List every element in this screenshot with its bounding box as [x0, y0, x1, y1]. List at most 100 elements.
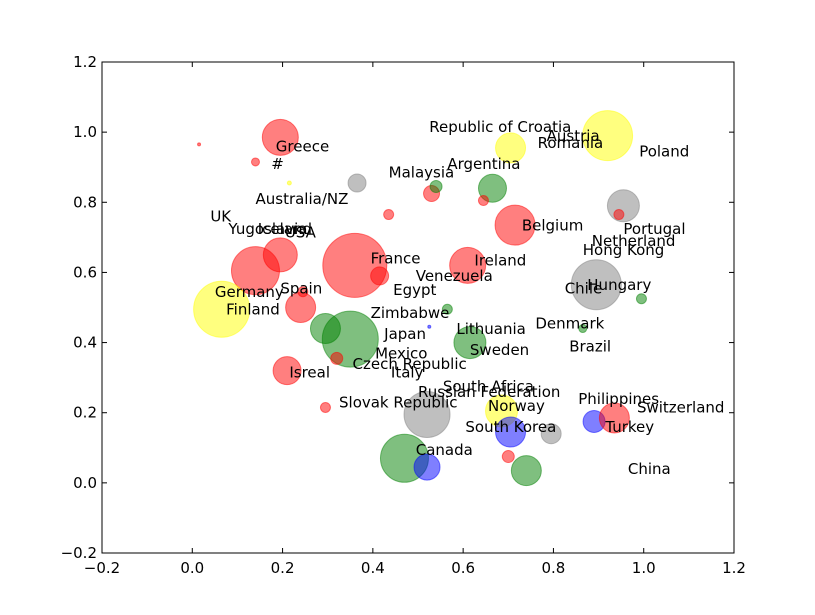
scatter-point — [453, 326, 487, 360]
point-label: Australia/NZ — [255, 190, 348, 208]
point-label: Isreal — [289, 364, 330, 382]
point-label: Czech Republic — [353, 355, 467, 373]
point-label: South Korea — [465, 418, 556, 436]
point-label: Poland — [639, 143, 689, 161]
point-label: Yugoslavia — [227, 220, 307, 238]
scatter-point — [494, 204, 536, 246]
point-label: Malaysia — [389, 164, 455, 182]
x-tick-label: 0.0 — [180, 559, 204, 577]
x-tick-label: 1.0 — [632, 559, 656, 577]
point-label: Venezuela — [416, 267, 493, 285]
scatter-point — [309, 313, 341, 345]
point-label: Egypt — [393, 281, 436, 299]
x-tick-label: 0.8 — [541, 559, 565, 577]
point-label: Zimbabwe — [371, 304, 450, 322]
scatter-point — [262, 237, 298, 273]
scatter-point — [540, 423, 562, 445]
scatter-point — [477, 173, 507, 203]
scatter-point — [272, 356, 302, 386]
scatter-point — [570, 259, 622, 311]
y-tick-label: 0.8 — [73, 193, 97, 211]
scatter-point — [322, 232, 388, 298]
point-label: China — [628, 460, 671, 478]
point-label: Hong Kong — [583, 241, 665, 259]
scatter-point — [330, 351, 344, 365]
point-label: Norway — [488, 397, 545, 415]
point-label: Netherland — [592, 232, 676, 250]
point-label: # — [271, 155, 284, 173]
scatter-point — [582, 110, 634, 162]
point-label: UK — [210, 208, 232, 226]
scatter-point — [370, 266, 390, 286]
point-label: Mexico — [375, 344, 427, 362]
point-label: Portugal — [623, 220, 685, 238]
scatter-point — [413, 453, 441, 481]
point-label: USA — [285, 223, 317, 241]
point-label: Germany — [215, 283, 284, 301]
point-label: Hungary — [587, 276, 651, 294]
scatter-point — [578, 324, 588, 334]
point-label: Denmark — [535, 315, 604, 333]
y-tick-label: 0.4 — [73, 334, 97, 352]
scatter-point — [250, 157, 260, 167]
point-label: Romania — [538, 134, 604, 152]
x-tick-label: 0.2 — [271, 559, 295, 577]
scatter-point — [403, 390, 451, 438]
plot-frame — [101, 61, 735, 554]
scatter-point — [297, 286, 309, 298]
x-tick-label: 0.6 — [451, 559, 475, 577]
y-tick-label: 1.2 — [73, 53, 97, 71]
y-tick-label: 0.2 — [73, 404, 97, 422]
point-label: France — [371, 250, 421, 268]
scatter-point — [261, 118, 299, 156]
point-label: Republic of Croatia — [429, 118, 571, 136]
y-tick-label: −0.2 — [61, 544, 97, 562]
scatter-point — [495, 132, 527, 164]
x-tick-label: 1.2 — [722, 559, 746, 577]
scatter-point — [477, 195, 489, 207]
scatter-point — [427, 324, 432, 329]
point-label: Finland — [226, 301, 280, 319]
point-label: Japan — [383, 325, 426, 343]
scatter-point — [383, 209, 395, 221]
scatter-point — [501, 450, 515, 464]
point-label: Philippines — [578, 390, 659, 408]
y-tick-label: 0.0 — [73, 474, 97, 492]
point-label: Canada — [416, 441, 473, 459]
x-tick-label: 0.4 — [361, 559, 385, 577]
scatter-point — [197, 142, 202, 147]
point-label: Switzerland — [637, 399, 725, 417]
point-label: Russian Federation — [418, 383, 560, 401]
scatter-point — [613, 209, 625, 221]
points-layer — [193, 110, 647, 487]
point-label: Sweden — [470, 341, 529, 359]
point-label: Argentina — [447, 155, 520, 173]
point-label: Iceland — [258, 220, 312, 238]
point-label: South Africa — [443, 378, 534, 396]
scatter-point — [510, 455, 542, 487]
point-label: Ireland — [474, 251, 526, 269]
point-label: Italy — [391, 364, 424, 382]
point-label: Turkey — [604, 418, 654, 436]
x-tick-label: −0.2 — [84, 559, 120, 577]
scatter-point — [598, 402, 630, 434]
scatter-point — [319, 401, 331, 413]
point-label: Greece — [276, 137, 329, 155]
axes-layer: −0.2 0.0 0.2 0.4 0.6 0.8 1.0 1.2 −0.2 0.0 0.2 0.4 0.… — [61, 53, 746, 577]
point-label: Austria — [547, 127, 600, 145]
scatter-point — [635, 293, 647, 305]
point-label: Chile — [565, 279, 603, 297]
point-label: Brazil — [569, 337, 611, 355]
scatter-point — [495, 416, 527, 448]
scatter-point — [441, 303, 453, 315]
point-label: Lithuania — [456, 320, 525, 338]
scatter-point — [193, 280, 251, 338]
scatter-point — [449, 246, 487, 284]
point-label: Spain — [280, 279, 322, 297]
point-label: Slovak Republic — [339, 393, 458, 411]
scatter-point — [286, 180, 292, 186]
scatter-point — [347, 173, 367, 193]
scatter-point — [429, 180, 443, 194]
